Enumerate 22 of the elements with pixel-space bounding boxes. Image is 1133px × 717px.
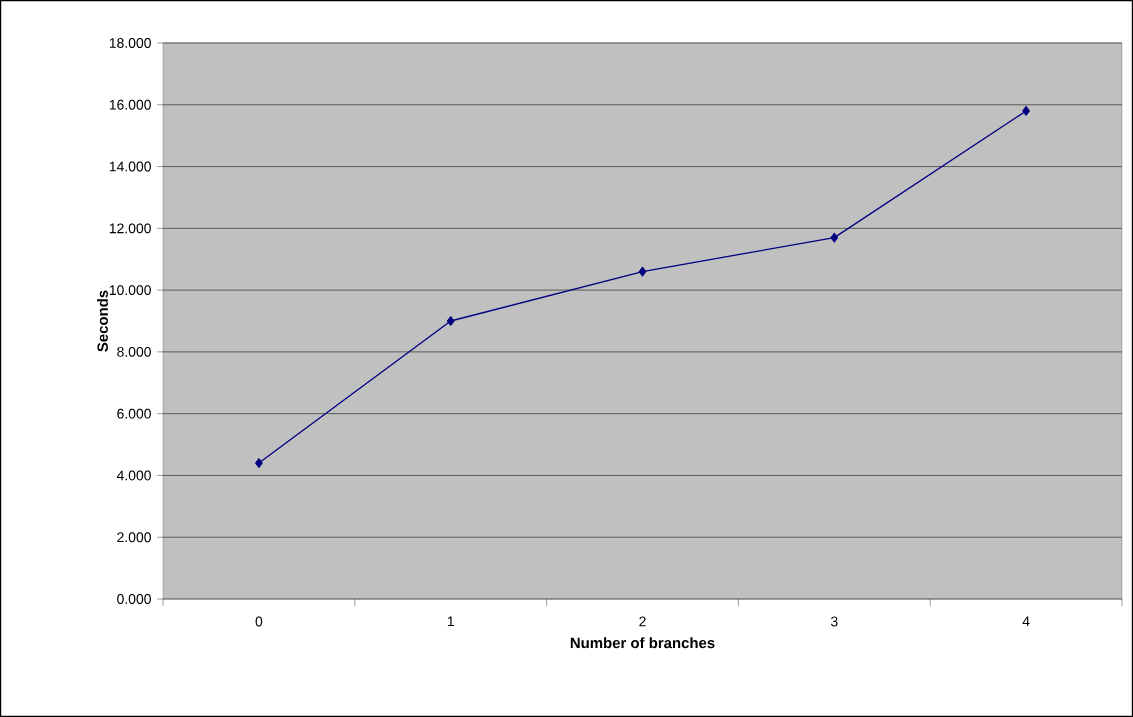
y-tick-label: 0.000 bbox=[117, 594, 151, 604]
y-tick-label: 4.000 bbox=[116, 470, 151, 481]
y-tick-label: 14.000 bbox=[109, 161, 151, 172]
y-tick-label: 2.000 bbox=[117, 532, 151, 543]
x-tick-label: 3 bbox=[830, 616, 838, 627]
point bbox=[638, 266, 647, 277]
y-axis-title: Seconds bbox=[97, 290, 108, 352]
y-tick-label: 6.000 bbox=[117, 408, 151, 419]
point bbox=[1022, 106, 1030, 116]
point bbox=[255, 458, 263, 468]
point bbox=[830, 232, 839, 243]
y-tick-label: 12.000 bbox=[109, 223, 151, 234]
x-tick-label: 4 bbox=[1022, 616, 1030, 627]
x-tick-label: 0 bbox=[255, 616, 263, 627]
point bbox=[446, 316, 455, 326]
y-tick-label: 16.000 bbox=[109, 99, 151, 110]
x-tick-label: 1 bbox=[447, 616, 454, 627]
y-tick-label: 10.000 bbox=[109, 285, 151, 296]
y-tick-label: 18.000 bbox=[109, 38, 151, 48]
x-axis-title: Number of branches bbox=[570, 637, 715, 649]
x-tick-label: 2 bbox=[639, 616, 646, 627]
y-tick-label: 8.000 bbox=[117, 346, 151, 357]
